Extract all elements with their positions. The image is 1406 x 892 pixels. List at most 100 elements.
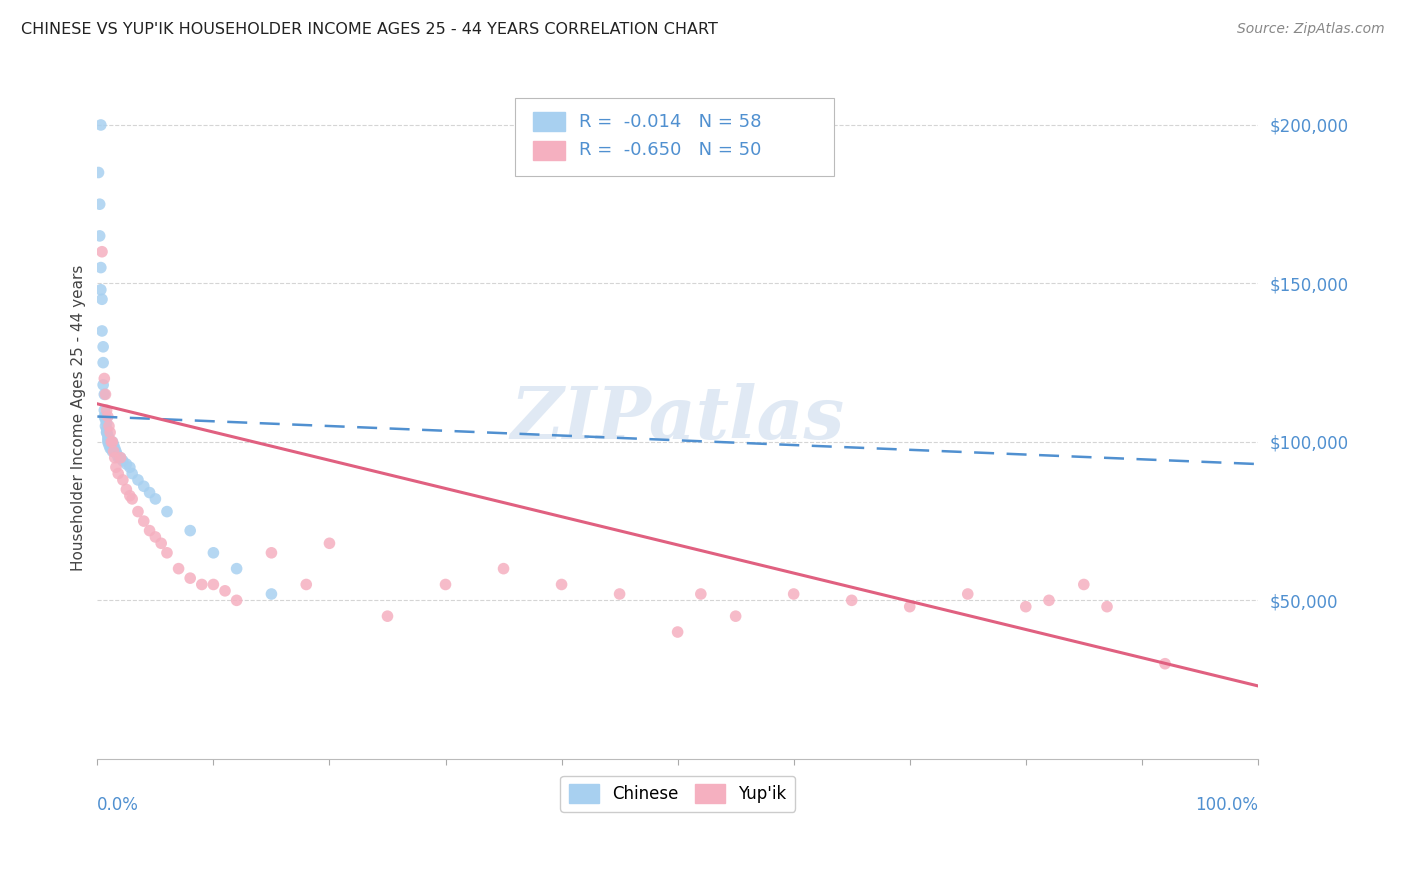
Point	[100, 441, 122, 455]
Text: ZIPatlas: ZIPatlas	[510, 383, 845, 454]
Point	[104, 450, 127, 465]
Point	[1095, 599, 1118, 614]
Point	[101, 434, 124, 449]
Point	[90, 283, 112, 297]
Point	[110, 450, 132, 465]
Text: Source: ZipAtlas.com: Source: ZipAtlas.com	[1237, 22, 1385, 37]
Point	[101, 434, 124, 449]
Point	[96, 422, 118, 436]
Text: 0.0%: 0.0%	[97, 797, 139, 814]
Point	[100, 434, 122, 449]
Point	[111, 454, 134, 468]
Point	[260, 587, 283, 601]
Point	[434, 577, 457, 591]
Point	[89, 197, 111, 211]
Point	[179, 571, 201, 585]
Point	[91, 356, 114, 370]
Text: R =  -0.014   N = 58: R = -0.014 N = 58	[579, 112, 762, 131]
Point	[1038, 593, 1060, 607]
Point	[202, 577, 225, 591]
FancyBboxPatch shape	[515, 98, 834, 177]
Point	[100, 438, 122, 452]
Point	[167, 561, 190, 575]
Point	[97, 432, 120, 446]
Point	[1154, 657, 1177, 671]
Point	[94, 409, 117, 424]
Point	[96, 425, 118, 440]
Point	[97, 419, 120, 434]
Point	[91, 377, 114, 392]
Point	[115, 457, 138, 471]
Y-axis label: Householder Income Ages 25 - 44 years: Householder Income Ages 25 - 44 years	[72, 265, 86, 571]
Point	[97, 434, 120, 449]
Point	[214, 583, 236, 598]
Point	[100, 434, 122, 449]
Point	[145, 491, 167, 506]
Point	[101, 441, 124, 455]
Text: 100.0%: 100.0%	[1195, 797, 1258, 814]
Point	[98, 441, 121, 455]
Point	[724, 609, 747, 624]
Point	[104, 444, 127, 458]
Point	[91, 324, 114, 338]
Point	[107, 450, 129, 465]
Point	[105, 448, 128, 462]
Point	[103, 438, 125, 452]
Point	[156, 546, 179, 560]
Point	[956, 587, 979, 601]
Point	[121, 491, 143, 506]
Point	[202, 546, 225, 560]
Point	[138, 485, 160, 500]
Point	[150, 536, 173, 550]
Point	[93, 387, 115, 401]
Point	[1015, 599, 1038, 614]
Point	[97, 428, 120, 442]
Point	[97, 438, 120, 452]
Point	[156, 505, 179, 519]
Point	[377, 609, 399, 624]
Text: CHINESE VS YUP'IK HOUSEHOLDER INCOME AGES 25 - 44 YEARS CORRELATION CHART: CHINESE VS YUP'IK HOUSEHOLDER INCOME AGE…	[21, 22, 718, 37]
Point	[1073, 577, 1095, 591]
Legend: Chinese, Yup'ik: Chinese, Yup'ik	[561, 776, 794, 812]
Point	[609, 587, 631, 601]
Point	[97, 434, 120, 449]
Point	[96, 425, 118, 440]
Point	[98, 434, 121, 449]
Point	[96, 403, 118, 417]
Point	[782, 587, 804, 601]
Point	[103, 444, 125, 458]
Point	[93, 403, 115, 417]
Point	[89, 228, 111, 243]
Point	[492, 561, 515, 575]
Point	[94, 413, 117, 427]
Point	[260, 546, 283, 560]
Point	[132, 514, 155, 528]
Point	[179, 524, 201, 538]
Point	[90, 118, 112, 132]
Point	[127, 473, 149, 487]
Point	[94, 419, 117, 434]
Point	[97, 432, 120, 446]
Point	[118, 460, 141, 475]
Point	[295, 577, 318, 591]
Point	[111, 473, 134, 487]
Point	[97, 434, 120, 449]
Point	[118, 489, 141, 503]
Point	[94, 387, 117, 401]
Point	[666, 625, 689, 640]
Point	[138, 524, 160, 538]
Point	[96, 416, 118, 430]
Point	[91, 244, 114, 259]
Point	[91, 340, 114, 354]
Point	[98, 434, 121, 449]
Point	[841, 593, 863, 607]
Point	[98, 425, 121, 440]
Bar	[533, 141, 565, 160]
Point	[132, 479, 155, 493]
Point	[145, 530, 167, 544]
Point	[191, 577, 214, 591]
Point	[121, 467, 143, 481]
Point	[225, 561, 247, 575]
Point	[550, 577, 572, 591]
Bar	[533, 112, 565, 131]
